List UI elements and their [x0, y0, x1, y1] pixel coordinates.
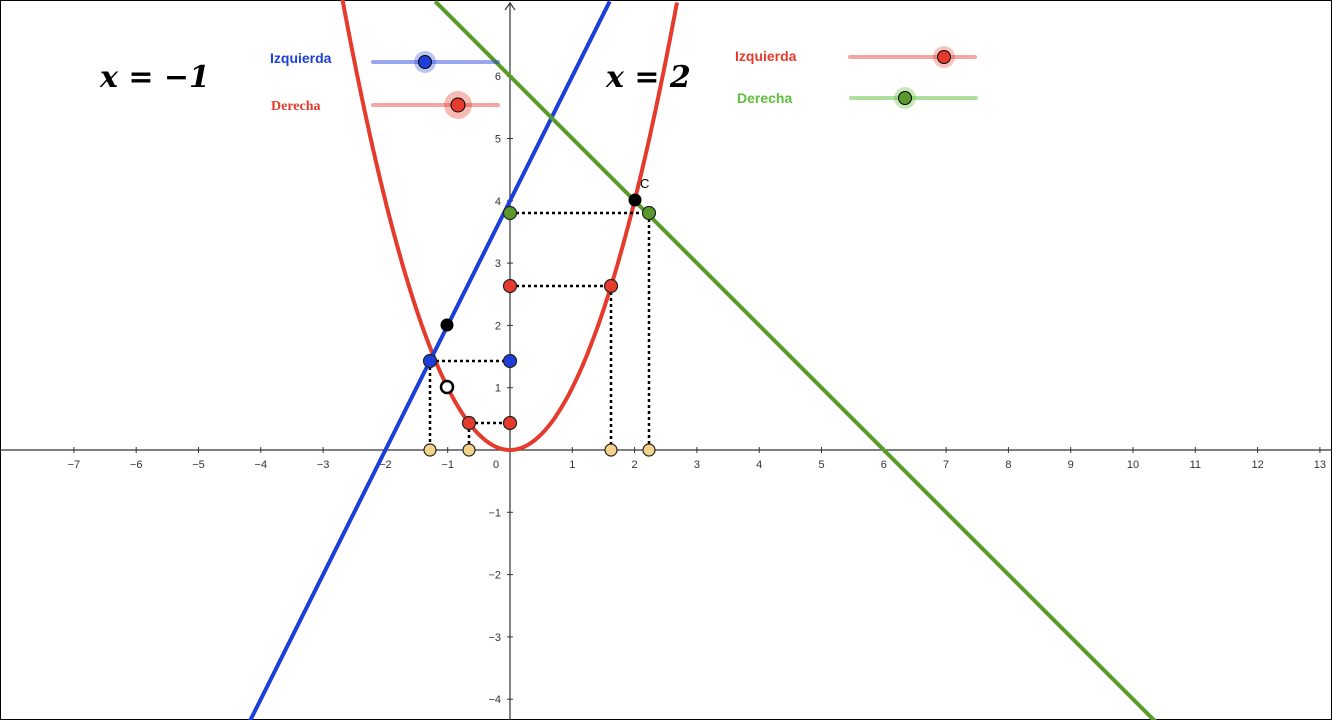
point-yellow-1[interactable]	[423, 443, 437, 457]
right-slider-izquierda[interactable]	[848, 46, 977, 68]
x-tick-label: 10	[1127, 459, 1139, 471]
y-tick-label: 1	[495, 383, 501, 395]
point-green-line[interactable]	[641, 205, 657, 221]
point-yellow-3[interactable]	[604, 443, 618, 457]
left-slider-izquierda-label: Izquierda	[270, 50, 332, 66]
left-slider-derecha-label: Derecha	[271, 99, 321, 114]
x-tick-label: 13	[1314, 459, 1326, 471]
y-tick-label: 6	[495, 71, 501, 83]
point-red-parabola[interactable]	[603, 278, 619, 294]
x-tick-label: −6	[130, 459, 143, 471]
right-slider-izquierda-label: Izquierda	[735, 48, 797, 64]
y-tick-label: −3	[488, 632, 501, 644]
point-blue-intersection[interactable]	[422, 353, 438, 369]
left-x-label: x = −1	[99, 60, 210, 95]
point-red2-parabola[interactable]	[461, 415, 477, 431]
point-c[interactable]	[628, 193, 642, 207]
y-axis-arrow	[504, 1, 516, 11]
parabola-curve[interactable]	[340, 0, 679, 452]
left-slider-izquierda-thumb[interactable]	[418, 55, 432, 69]
y-tick-label: −1	[488, 507, 501, 519]
x-tick-label: 12	[1251, 459, 1263, 471]
x-tick-label: −3	[317, 459, 330, 471]
x-tick-label: −7	[68, 459, 81, 471]
right-slider-derecha-label: Derecha	[737, 90, 792, 106]
x-tick-label: 6	[881, 459, 887, 471]
x-tick-label: 7	[943, 459, 949, 471]
point-blue-yaxis[interactable]	[502, 353, 518, 369]
point-red2-yaxis[interactable]	[502, 415, 518, 431]
y-tick-label: 3	[495, 258, 501, 270]
point-green-yaxis[interactable]	[502, 205, 518, 221]
y-tick-label: −2	[488, 570, 501, 582]
x-tick-label: −5	[192, 459, 205, 471]
x-tick-label: 5	[818, 459, 824, 471]
right-slider-derecha-thumb[interactable]	[898, 91, 912, 105]
x-tick-label: −4	[255, 459, 268, 471]
axis-ticks: −7 −6 −5 −4 −3 −2 −1 0 1 2 3 4 5 6 7 8 9 10 11 12 13654321−1…	[68, 71, 1326, 706]
green-line[interactable]	[433, 0, 1158, 720]
x-tick-label: 1	[569, 459, 575, 471]
point-filled-black[interactable]	[440, 318, 454, 332]
x-tick-label: 3	[694, 459, 700, 471]
y-tick-label: 4	[495, 196, 501, 208]
x-tick-label: 2	[632, 459, 638, 471]
point-c-label: C	[640, 176, 649, 191]
left-slider-derecha[interactable]	[371, 91, 500, 119]
left-slider-izquierda[interactable]	[371, 51, 500, 73]
y-tick-label: 2	[495, 320, 501, 332]
point-yellow-4[interactable]	[642, 443, 656, 457]
right-x-label: x = 2	[605, 60, 691, 95]
x-tick-label: −1	[441, 459, 454, 471]
y-tick-label: −4	[488, 694, 501, 706]
point-red-yaxis[interactable]	[502, 278, 518, 294]
x-tick-label: 0	[493, 459, 499, 471]
right-slider-derecha[interactable]	[849, 87, 978, 109]
point-open-circle[interactable]	[439, 379, 455, 395]
point-yellow-2[interactable]	[462, 443, 476, 457]
left-slider-derecha-thumb[interactable]	[450, 97, 466, 113]
x-tick-label: 8	[1005, 459, 1011, 471]
x-tick-label: 11	[1190, 459, 1201, 471]
right-slider-izquierda-thumb[interactable]	[937, 50, 951, 64]
x-tick-label: 9	[1068, 459, 1074, 471]
x-tick-label: −2	[379, 459, 392, 471]
y-tick-label: 5	[495, 134, 501, 146]
x-tick-label: 4	[756, 459, 762, 471]
